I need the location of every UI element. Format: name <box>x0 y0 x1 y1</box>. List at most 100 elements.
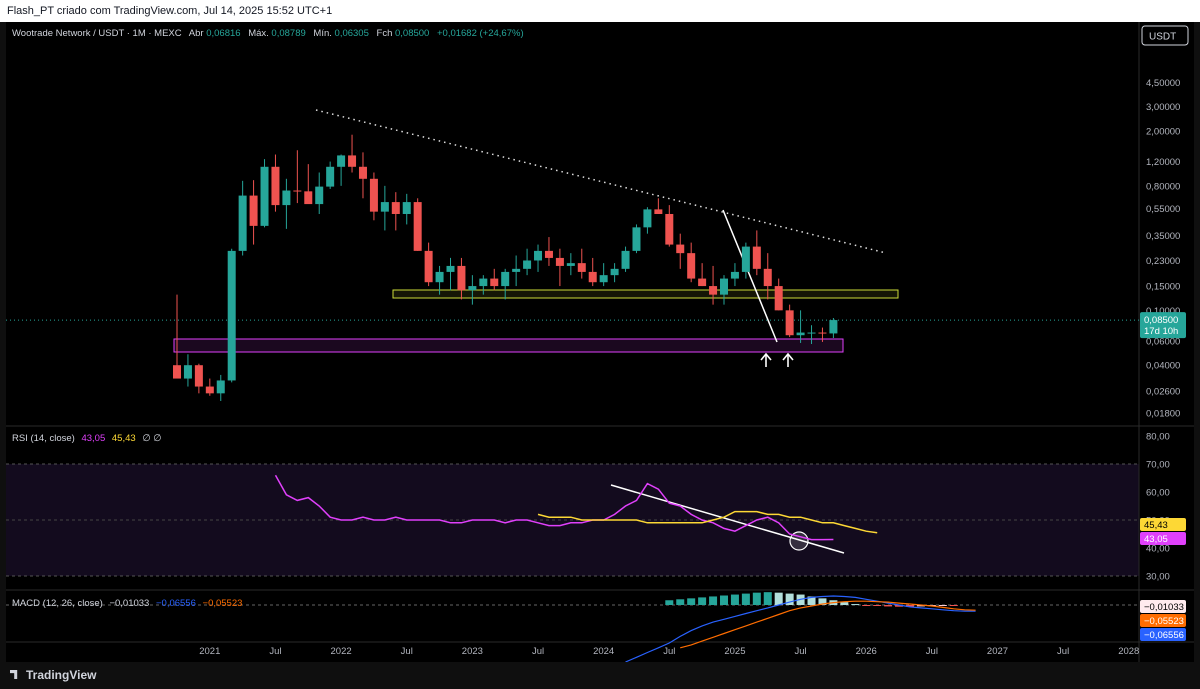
price-axis-label: 0,15000 <box>1146 282 1180 293</box>
macd-histogram-bar <box>709 596 718 605</box>
price-axis-label: 2,00000 <box>1146 127 1180 138</box>
macd-histogram-bar <box>741 593 750 605</box>
macd-histogram-bar <box>818 598 827 605</box>
candle-body <box>173 365 181 379</box>
price-axis-label: 0,80000 <box>1146 181 1180 192</box>
legend-change: +0,01682 (+24,67%) <box>437 28 524 39</box>
candle-body <box>304 191 313 205</box>
candle-body <box>227 250 236 381</box>
candle-body <box>720 278 728 295</box>
time-axis-label: 2023 <box>462 646 483 657</box>
candles-layer <box>173 134 838 401</box>
candle-body <box>577 263 586 272</box>
legend-low-label: Mín. <box>313 28 331 39</box>
macd-label: MACD (12, 26, close) <box>12 598 103 609</box>
macd-histogram-bar <box>873 605 882 606</box>
candle-body <box>665 213 674 245</box>
rsi-ma-value: 45,43 <box>112 433 136 444</box>
candle-body <box>512 268 521 272</box>
macd-histogram-bar <box>785 593 794 605</box>
rsi-value: 43,05 <box>81 433 105 444</box>
candle-body <box>654 209 663 214</box>
macd-histogram-bar <box>862 605 871 606</box>
candle-body <box>479 278 488 287</box>
macd-histogram-bar <box>851 604 860 606</box>
price-axis-label: 0,35000 <box>1146 231 1180 242</box>
candle-body <box>752 246 761 269</box>
price-axis-label: 0,55000 <box>1146 204 1180 215</box>
candle-body <box>402 202 411 214</box>
time-axis[interactable]: 2021 Jul 2022 Jul 2023 Jul 2024 Jul 2025 Jul 2026 J… <box>199 646 1139 657</box>
macd-signal-line <box>680 600 976 649</box>
last-price-tag: 0,08500 17d 10h <box>1140 312 1186 339</box>
dotted-trendline[interactable] <box>315 109 887 254</box>
rsi-ma-tag-value: 45,43 <box>1144 520 1168 531</box>
rsi-trendline[interactable] <box>610 484 845 554</box>
candle-body <box>621 250 630 269</box>
legend-high-label: Máx. <box>248 28 269 39</box>
rsi-circle-marker[interactable] <box>789 531 809 551</box>
time-axis-label: 2022 <box>331 646 352 657</box>
candle-body <box>216 380 225 394</box>
candle-body <box>501 271 510 287</box>
currency-button[interactable]: USDT <box>1141 25 1189 46</box>
macd-tag: −0,06556 <box>1140 628 1186 641</box>
candle-body <box>380 202 389 212</box>
time-axis-label: Jul <box>926 646 938 657</box>
candle-body <box>763 268 772 287</box>
support-zone[interactable] <box>173 338 844 353</box>
candle-body <box>643 209 652 228</box>
tradingview-logo[interactable]: TradingView <box>10 668 96 682</box>
candle-body <box>282 190 291 206</box>
candle-body <box>818 332 827 334</box>
time-axis-label: 2025 <box>724 646 745 657</box>
up-arrow-icon[interactable] <box>782 352 794 367</box>
candle-body <box>457 265 466 291</box>
macd-value: −0,06556 <box>156 598 196 609</box>
macd-histogram-bar <box>665 600 674 605</box>
rsi-axis-label: 60,00 <box>1146 488 1170 499</box>
price-axis-label: 0,02600 <box>1146 386 1180 397</box>
last-price-countdown: 17d 10h <box>1144 326 1178 337</box>
macd-histogram-bar <box>840 602 849 605</box>
macd-histogram-bar <box>895 605 904 607</box>
candle-body <box>293 190 302 192</box>
time-axis-label: Jul <box>532 646 544 657</box>
time-axis-label: 2026 <box>856 646 877 657</box>
resistance-zone[interactable] <box>392 289 899 299</box>
legend-close-label: Fch <box>377 28 393 39</box>
time-axis-label: Jul <box>401 646 413 657</box>
candle-body <box>391 202 400 214</box>
candle-body <box>785 310 794 336</box>
legend-symbol: Wootrade Network / USDT · 1M · MEXC <box>12 28 182 39</box>
price-axis-label: 0,04000 <box>1146 361 1180 372</box>
rsi-legend: RSI (14, close) 43,05 45,43 ∅ ∅ <box>12 433 162 444</box>
macd-histogram-bar <box>949 605 958 606</box>
steep-trendline[interactable] <box>722 209 778 343</box>
time-axis-label: Jul <box>269 646 281 657</box>
candle-body <box>315 186 324 205</box>
time-axis-label: 2028 <box>1118 646 1139 657</box>
tradingview-brand-text: TradingView <box>26 668 97 682</box>
price-axis-label: 0,06000 <box>1146 336 1180 347</box>
macd-layer <box>625 592 976 662</box>
macd-histogram-bar <box>698 597 707 605</box>
price-axis[interactable]: 4,50000 3,00000 2,00000 1,20000 0,80000 0,550… <box>1146 78 1180 420</box>
up-arrow-icon[interactable] <box>760 352 772 367</box>
legend-high-value: 0,08789 <box>271 28 305 39</box>
candle-body <box>194 365 203 387</box>
candle-body <box>238 195 247 251</box>
candle-body <box>687 253 696 279</box>
candle-body <box>183 365 192 379</box>
legend-open-value: 0,06816 <box>206 28 240 39</box>
rsi-tag-value: 43,05 <box>1144 534 1168 545</box>
macd-histogram-bar <box>687 598 696 605</box>
candle-body <box>796 332 805 336</box>
candle-body <box>260 166 269 226</box>
candle-body <box>709 286 718 295</box>
rsi-axis-label: 80,00 <box>1146 432 1170 443</box>
candle-body <box>337 155 346 167</box>
candle-body <box>468 286 477 291</box>
